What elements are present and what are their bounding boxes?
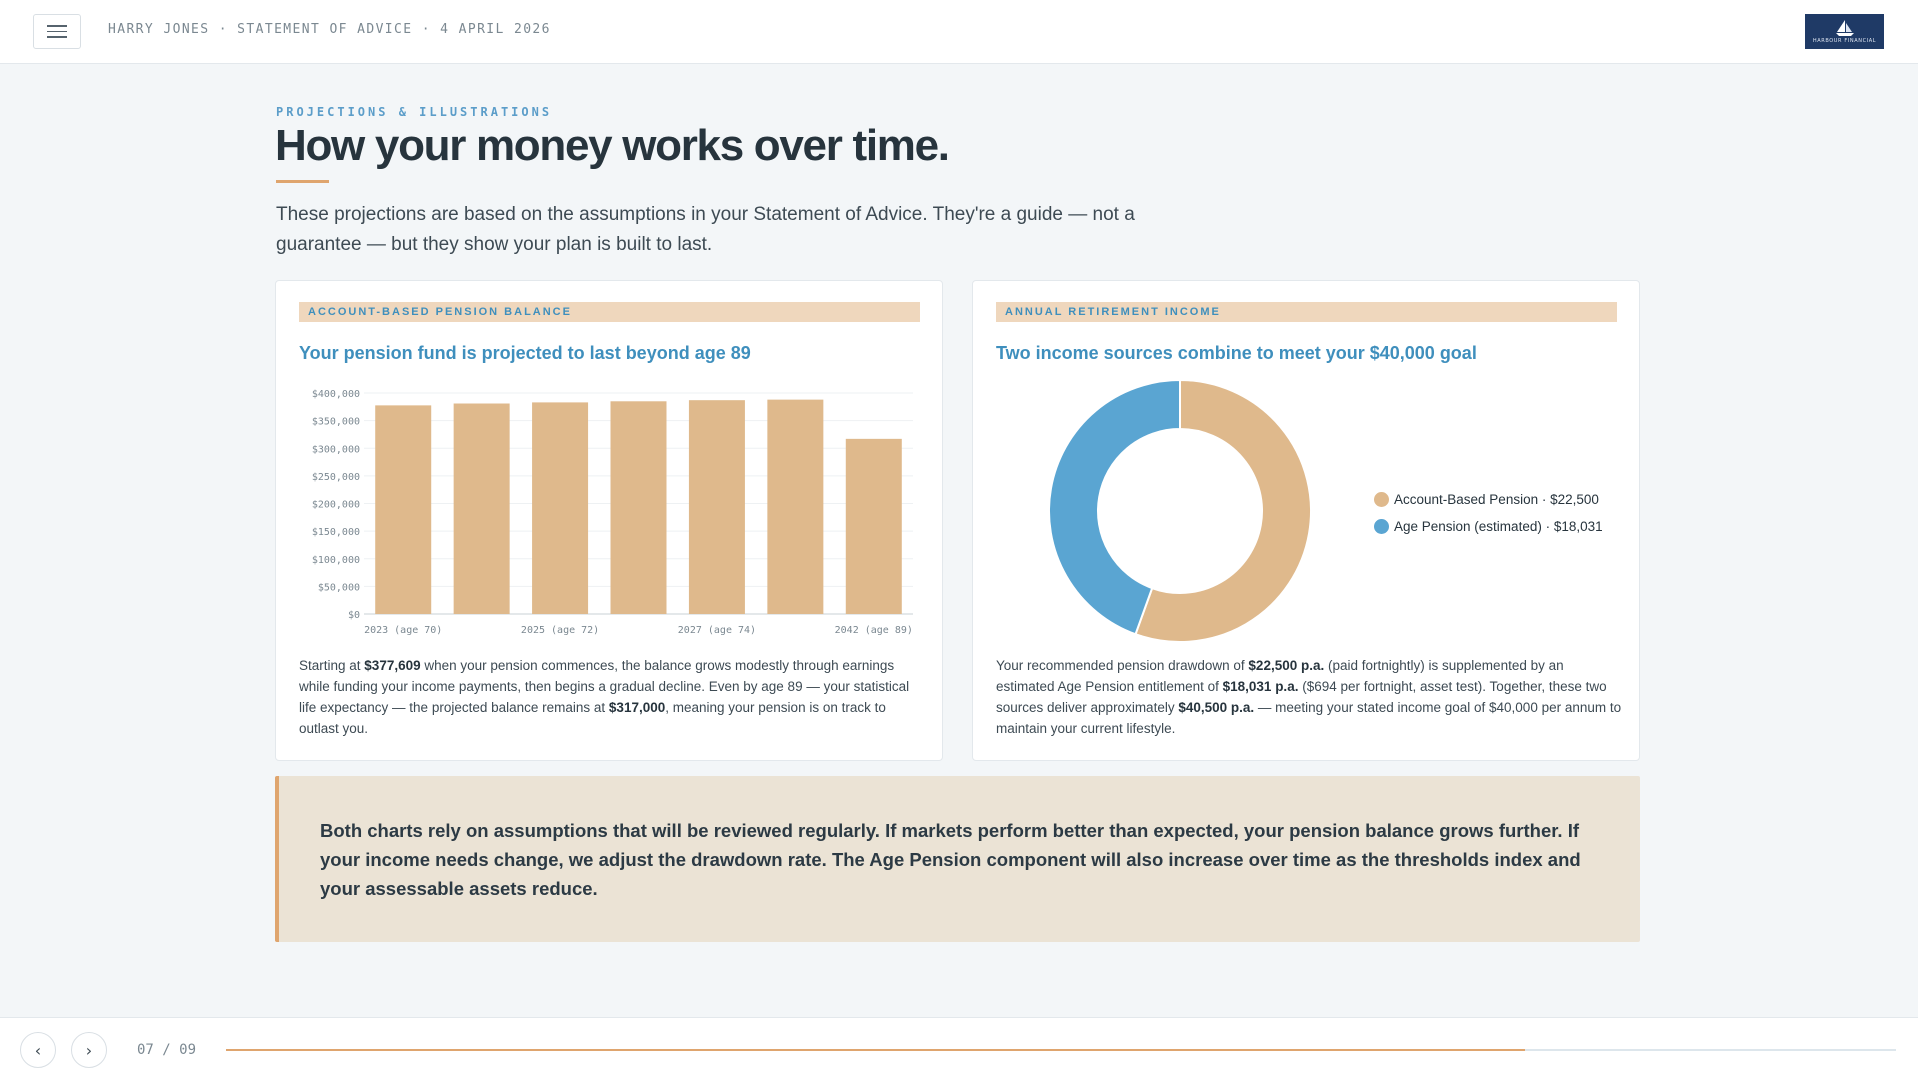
y-tick-label: $400,000 (312, 389, 360, 400)
body-text: Starting at (299, 658, 365, 673)
card-body: Starting at $377,609 when your pension c… (299, 655, 925, 739)
top-bar: HARRY JONES · STATEMENT OF ADVICE · 4 AP… (0, 0, 1918, 64)
progress-fill (226, 1049, 1526, 1051)
bar-2028 (age 75)[interactable] (767, 399, 824, 614)
y-tick-label: $100,000 (312, 555, 360, 566)
next-slide-button[interactable]: › (71, 1032, 107, 1068)
hamburger-icon (47, 36, 67, 38)
body-text: Your recommended pension drawdown of (996, 658, 1249, 673)
legend-item-age-pension[interactable]: Age Pension (estimated) · $18,031 (1374, 513, 1603, 540)
donut-slice-age-pension[interactable] (1048, 378, 1181, 636)
previous-slide-button[interactable]: ‹ (20, 1032, 56, 1068)
body-strong: $18,031 p.a. (1222, 679, 1299, 694)
bottom-navigation: ‹ › 07 / 09 (0, 1017, 1918, 1079)
logo-text: HARBOUR FINANCIAL (1812, 38, 1877, 44)
y-tick-label: $200,000 (312, 500, 360, 511)
body-strong: $317,000 (608, 700, 666, 715)
hamburger-icon (47, 25, 67, 27)
pension-balance-bar-chart: $0 $50,000 $100,000 $150,000 $200,000 $250,00… (312, 389, 913, 636)
x-tick-label: 2027 (age 74) (678, 625, 756, 636)
card-tag: ANNUAL RETIREMENT INCOME (996, 302, 1617, 322)
chart-legend: Account-Based Pension · $22,500 Age Pens… (1374, 486, 1603, 540)
legend-label: Account-Based Pension · $22,500 (1394, 492, 1599, 507)
body-text: ($694 per fortnight, asset test). Togeth… (996, 679, 1607, 715)
card-heading: Your pension fund is projected to last b… (299, 343, 751, 363)
y-tick-label: $50,000 (318, 582, 360, 593)
bar-2026 (age 73)[interactable] (610, 401, 667, 614)
bar-2024 (age 71)[interactable] (453, 403, 510, 614)
x-tick-label: 2042 (age 89) (835, 625, 913, 636)
retirement-income-card: ANNUAL RETIREMENT INCOME Two income sour… (972, 280, 1640, 761)
x-tick-label: 2023 (age 70) (364, 625, 442, 636)
body-strong: $377,609 (364, 658, 421, 673)
body-text: , meaning your pension is on track to ou… (299, 700, 886, 736)
y-tick-label: $150,000 (312, 527, 360, 538)
callout-text: Both charts rely on assumptions that wil… (320, 820, 1581, 899)
legend-item-account-based-pension[interactable]: Account-Based Pension · $22,500 (1374, 486, 1603, 513)
bar-2025 (age 72)[interactable] (532, 402, 589, 614)
bar-2023 (age 70)[interactable] (375, 405, 432, 614)
assumptions-callout: Both charts rely on assumptions that wil… (275, 776, 1640, 942)
page-counter: 07 / 09 (137, 1042, 197, 1058)
card-body: Your recommended pension drawdown of $22… (996, 655, 1622, 739)
y-tick-label: $250,000 (312, 472, 360, 483)
body-strong: $22,500 p.a. (1248, 658, 1325, 673)
income-donut-chart (1048, 378, 1312, 643)
sailboat-icon (1835, 20, 1854, 36)
progress-bar (226, 1049, 1896, 1051)
body-strong: $40,500 p.a. (1178, 700, 1255, 715)
donut-slice-account-based-pension[interactable] (1134, 378, 1312, 643)
body-text: (paid fortnightly) is supplemented by an… (996, 658, 1564, 694)
legend-label: Age Pension (estimated) · $18,031 (1394, 519, 1603, 534)
body-text: — meeting your stated income goal of $40… (996, 700, 1622, 736)
intro-paragraph: These projections are based on the assum… (276, 204, 1135, 255)
x-tick-label: 2025 (age 72) (521, 625, 599, 636)
section-eyebrow: PROJECTIONS & ILLUSTRATIONS (276, 105, 553, 119)
chevron-left-icon: ‹ (34, 1040, 42, 1060)
breadcrumb: HARRY JONES · STATEMENT OF ADVICE · 4 AP… (108, 22, 551, 37)
y-tick-label: $350,000 (312, 417, 360, 428)
y-tick-label: $0 (348, 610, 360, 621)
body-text: when your pension commences, the balance… (299, 658, 910, 715)
chevron-right-icon: › (85, 1040, 93, 1060)
card-heading: Two income sources combine to meet your … (996, 343, 1477, 363)
pension-balance-card: ACCOUNT-BASED PENSION BALANCE Your pensi… (275, 280, 943, 761)
bar-2027 (age 74)[interactable] (688, 400, 745, 614)
title-underline (276, 180, 329, 183)
y-tick-label: $300,000 (312, 444, 360, 455)
legend-swatch (1374, 519, 1389, 534)
card-tag: ACCOUNT-BASED PENSION BALANCE (299, 302, 920, 322)
legend-swatch (1374, 492, 1389, 507)
menu-button[interactable] (33, 14, 81, 49)
bar-2042 (age 89)[interactable] (845, 438, 902, 614)
company-logo[interactable]: HARBOUR FINANCIAL (1805, 14, 1884, 49)
hamburger-icon (47, 30, 67, 33)
page-title: How your money works over time. (275, 121, 950, 170)
